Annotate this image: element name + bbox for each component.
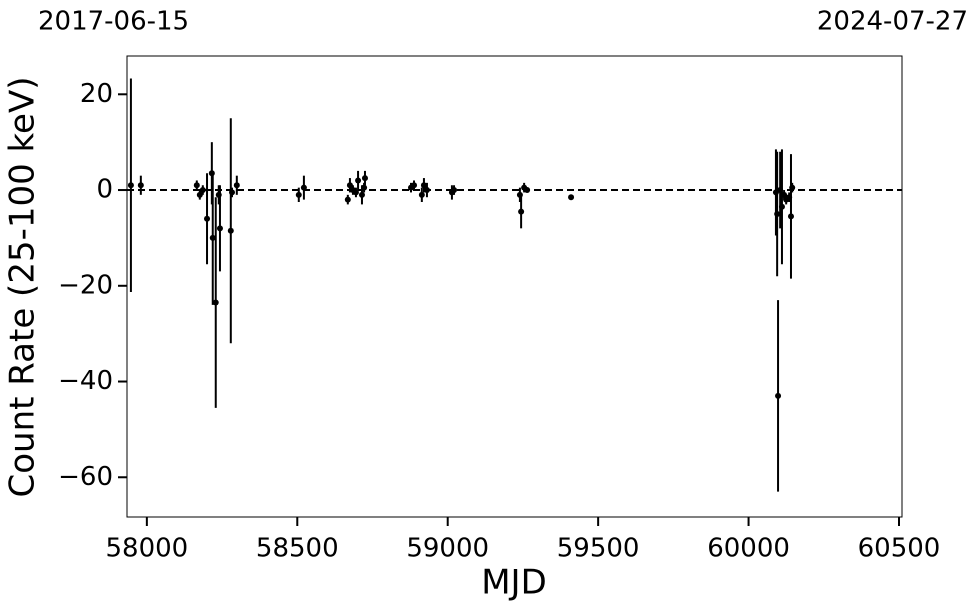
y-tick-label: −60 [58, 462, 113, 492]
y-tick-label: −40 [58, 366, 113, 396]
y-tick-label: 0 [96, 175, 113, 205]
data-point [204, 215, 211, 222]
data-point [295, 191, 302, 198]
data-point [193, 182, 200, 189]
data-point [524, 187, 531, 194]
data-point [361, 184, 368, 191]
data-point [346, 182, 353, 189]
x-tick-label: 59000 [406, 534, 489, 564]
data-point [518, 208, 525, 215]
data-point [568, 194, 575, 201]
data-point [355, 177, 362, 184]
x-tick-label: 59500 [557, 534, 640, 564]
data-point [361, 175, 368, 182]
data-point [352, 189, 359, 196]
plot-frame [126, 55, 903, 518]
data-point [137, 182, 144, 189]
data-point [778, 203, 785, 210]
data-point [418, 191, 425, 198]
data-point [233, 182, 240, 189]
data-point [209, 234, 216, 241]
data-point [199, 187, 206, 194]
y-axis-label: Count Rate (25-100 keV) [3, 77, 43, 498]
x-tick-label: 58000 [105, 534, 188, 564]
top-left-label: 2017-06-15 [38, 7, 189, 37]
data-point [451, 187, 458, 194]
data-point [196, 191, 203, 198]
data-point [358, 191, 365, 198]
x-tick-label: 60500 [858, 534, 941, 564]
y-tick-label: −20 [58, 270, 113, 300]
x-tick-label: 58500 [256, 534, 339, 564]
y-tick-label: 20 [80, 79, 113, 109]
data-point [216, 225, 223, 232]
data-point [774, 210, 781, 217]
data-point [775, 392, 782, 399]
data-point [300, 184, 307, 191]
x-tick-label: 60000 [707, 534, 790, 564]
data-point [423, 187, 430, 194]
top-right-label: 2024-07-27 [817, 7, 968, 37]
data-point [344, 196, 351, 203]
data-point [420, 182, 427, 189]
data-point [227, 227, 234, 234]
data-point [127, 182, 134, 189]
data-point [228, 189, 235, 196]
data-point [789, 184, 796, 191]
data-point [787, 213, 794, 220]
x-axis-label: MJD [481, 563, 547, 603]
data-point [212, 299, 219, 306]
data-point [411, 182, 418, 189]
